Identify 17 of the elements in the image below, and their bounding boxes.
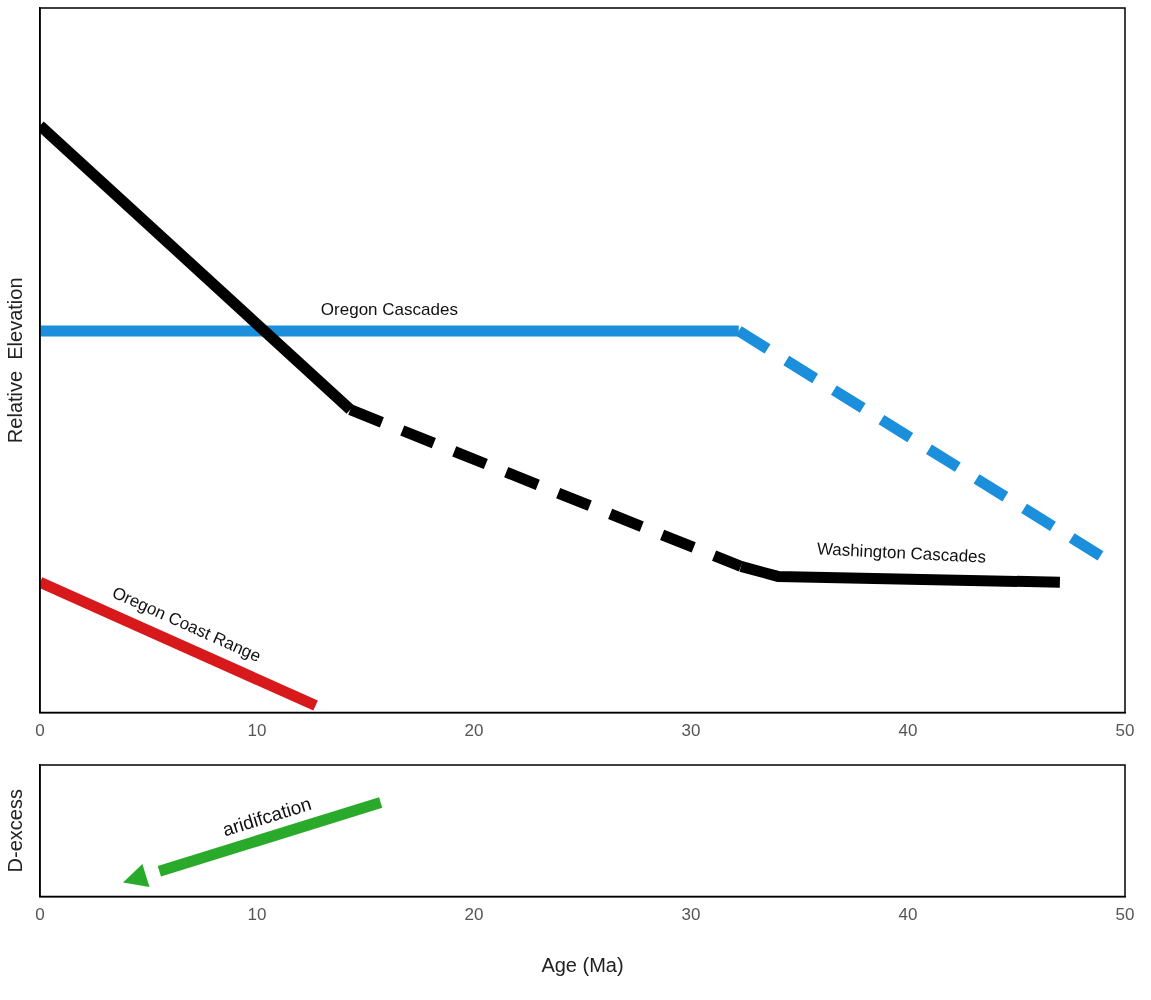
series-label: Washington Cascades (816, 539, 987, 567)
x-tick-label: 40 (898, 721, 918, 741)
x-tick-label: 10 (247, 905, 267, 925)
x-tick-label: 20 (464, 905, 484, 925)
series-label: Oregon Cascades (320, 300, 458, 320)
x-tick-label: 50 (1115, 721, 1135, 741)
x-tick-label: 30 (681, 721, 701, 741)
y-axis-title: Relative Elevation (3, 277, 26, 444)
x-tick-label: 30 (681, 905, 701, 925)
x-tick-label: 20 (464, 721, 484, 741)
y-axis-title: D-excess (3, 789, 26, 873)
x-tick-label: 50 (1115, 905, 1135, 925)
x-tick-label: 0 (35, 721, 45, 741)
x-tick-label: 10 (247, 721, 267, 741)
x-axis-title: Age (Ma) (541, 953, 624, 976)
x-tick-label: 0 (35, 905, 45, 925)
x-tick-label: 40 (898, 905, 918, 925)
